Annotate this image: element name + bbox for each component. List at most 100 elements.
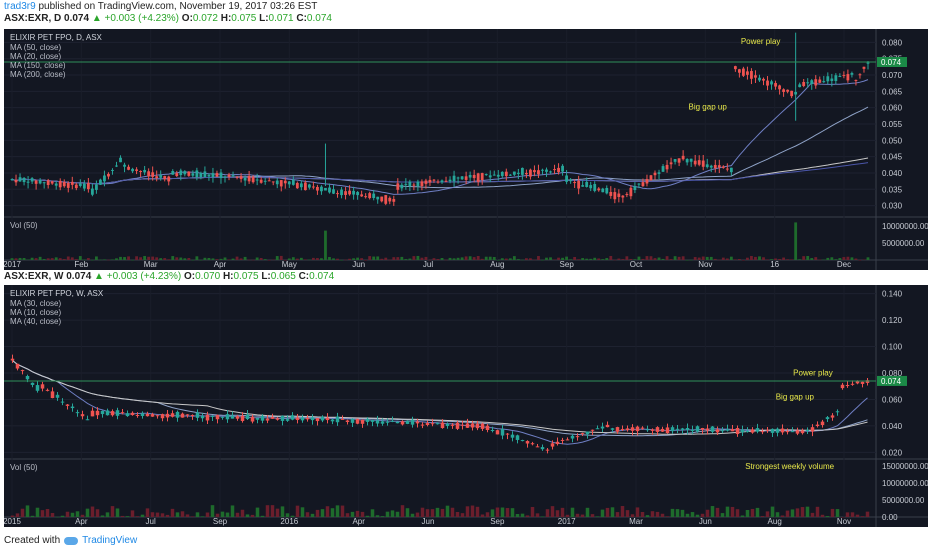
volume-bar (846, 256, 850, 260)
volume-bar (585, 258, 589, 260)
author-link[interactable]: trad3r9 (4, 1, 36, 12)
candle-body (685, 428, 690, 431)
candle-body (500, 171, 504, 177)
candle-body (625, 428, 630, 431)
weekly-chart-panel[interactable]: 0.020 0.040 0.060 0.080 0.100 0.120 0.140 0.00 5… (4, 285, 928, 527)
volume-bar (58, 258, 62, 260)
volume-bar (307, 259, 311, 261)
volume-bar (412, 256, 416, 260)
volume-bar (641, 258, 645, 260)
volume-bar (765, 511, 770, 517)
volume-bar (376, 256, 380, 260)
volume-bar (364, 259, 368, 261)
time-tick-label: Apr (75, 517, 88, 526)
candle-body (569, 179, 573, 182)
candle-body (516, 172, 520, 174)
candle-body (653, 172, 657, 176)
candle-body (159, 174, 163, 178)
volume-bar (842, 257, 846, 260)
candle-body (78, 183, 82, 186)
volume-bar (830, 257, 834, 260)
candle-body (400, 421, 405, 425)
volume-bar (332, 258, 335, 260)
candle-body (505, 433, 510, 435)
volume-bar (635, 507, 640, 517)
volume-bar (693, 257, 697, 260)
volume-bar (533, 259, 536, 261)
candle-body (352, 190, 356, 195)
candle-body (540, 447, 545, 450)
volume-bar (54, 257, 58, 260)
candle-body (392, 199, 396, 202)
volume-bar (754, 256, 757, 260)
candle-body (705, 428, 710, 431)
volume-bar (550, 506, 555, 517)
volume-bar (835, 509, 840, 517)
volume-bar (74, 259, 78, 260)
volume-bar (733, 259, 737, 260)
chart-svg: 0.020 0.040 0.060 0.080 0.100 0.120 0.140 0.00 5… (4, 285, 928, 527)
volume-tick-label: 10000000.00 (882, 222, 928, 231)
candle-body (709, 165, 713, 168)
candle-body (589, 185, 593, 189)
candle-body (637, 183, 641, 185)
volume-bar (119, 256, 122, 260)
volume-bar (800, 507, 805, 517)
daily-chart-panel[interactable]: 0.030 0.035 0.040 0.045 0.050 0.055 0.060 0.065… (4, 29, 928, 270)
volume-bar (530, 506, 535, 517)
volume-bar (549, 257, 552, 260)
candle-body (430, 423, 435, 425)
candle-body (336, 193, 339, 195)
candle-body (275, 418, 280, 420)
volume-bar (165, 514, 170, 517)
indicator-legend: MA (200, close) (10, 70, 66, 79)
volume-bar (721, 257, 725, 260)
candle-body (490, 430, 495, 432)
candle-body (575, 436, 580, 438)
candle-body (720, 430, 725, 432)
candle-body (255, 417, 260, 420)
candle-body (205, 414, 210, 421)
tradingview-brand[interactable]: TradingView (82, 535, 138, 546)
candle-body (464, 176, 468, 180)
candle-body (140, 413, 145, 417)
volume-bar (335, 505, 340, 517)
volume-bar (328, 257, 331, 260)
candle-body (251, 176, 255, 183)
candle-body (480, 173, 484, 181)
volume-bar (770, 259, 773, 260)
time-tick-label: Oct (630, 260, 643, 269)
candle-body (472, 174, 476, 179)
volume-bar (625, 256, 629, 260)
volume-bar (180, 511, 185, 517)
created-with-label: Created with (4, 535, 61, 546)
candle-body (842, 74, 846, 76)
candle-body (90, 410, 95, 417)
candle-body (810, 427, 815, 432)
time-tick-label: Jul (423, 260, 433, 269)
candle-body (496, 174, 500, 177)
candle-body (805, 429, 810, 431)
candle-body (85, 419, 90, 421)
candle-body (665, 164, 669, 170)
indicator-legend: MA (30, close) (10, 299, 61, 308)
candle-body (717, 165, 721, 168)
candle-body (58, 180, 62, 188)
volume-bar (45, 508, 50, 517)
volume-bar (200, 516, 205, 517)
candle-body (774, 83, 777, 87)
volume-bar (597, 258, 601, 260)
volume-bar (416, 255, 420, 260)
candle-body (681, 155, 685, 160)
candle-body (307, 184, 311, 188)
volume-bar (475, 506, 480, 517)
price-tick-label: 0.080 (882, 38, 903, 47)
volume-bar (715, 507, 720, 517)
volume-bar (495, 507, 500, 517)
volume-bar (484, 256, 488, 260)
candle-body (555, 441, 560, 445)
footer: Created with TradingView (4, 535, 137, 546)
candle-body (195, 412, 200, 418)
volume-bar (673, 256, 677, 260)
candle-body (476, 173, 480, 182)
